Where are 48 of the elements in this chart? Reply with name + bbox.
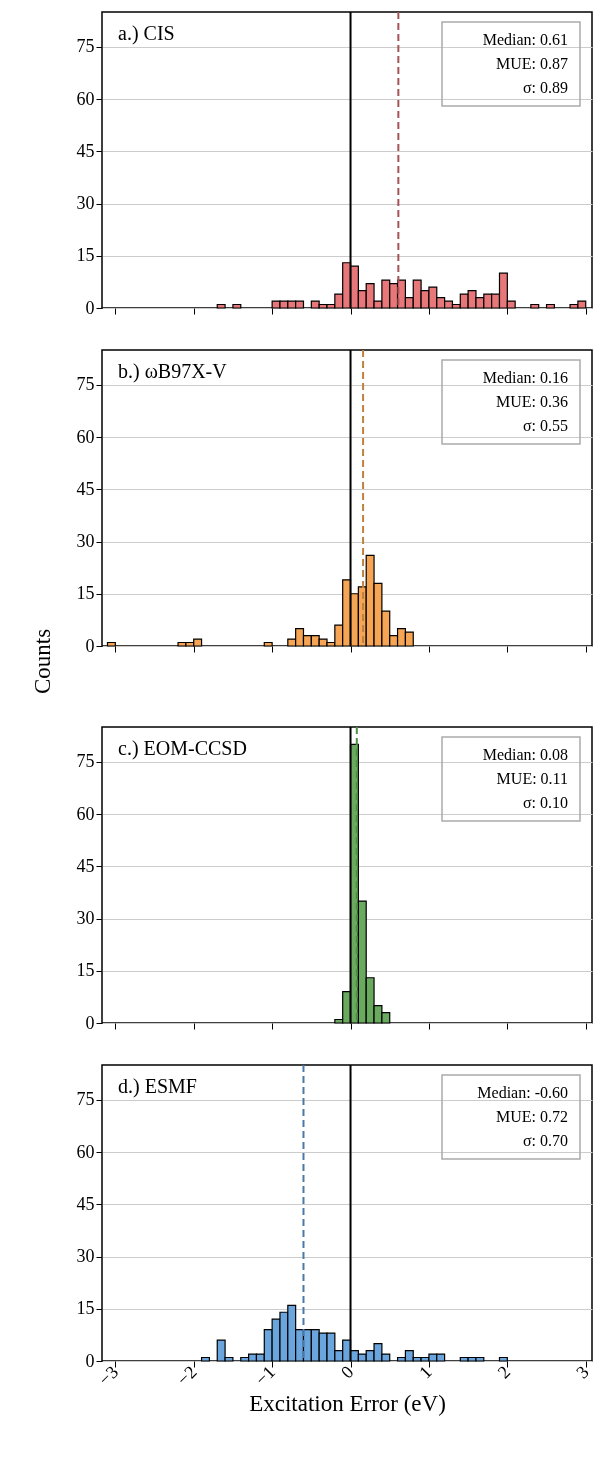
annotation: MUE: 0.11 [496, 770, 568, 787]
text: c.) EOM-CCSD [118, 737, 247, 760]
annotation: Median: 0.16 [482, 369, 568, 386]
x-tick-label: 0 [336, 1361, 358, 1383]
y-tick-label: 60 [76, 1141, 95, 1162]
x-tick-label: 1 [415, 1361, 436, 1383]
y-tick-label: 45 [76, 855, 95, 876]
y-tick-label: 45 [76, 140, 95, 161]
y-tick-label: 75 [76, 374, 95, 395]
x-tick-label: −1 [251, 1361, 279, 1390]
annotation: σ: 0.10 [522, 794, 568, 811]
x-tick-label: −3 [94, 1361, 123, 1390]
annotation: Median: -0.60 [477, 1084, 568, 1101]
y-tick-label: 15 [76, 1298, 95, 1319]
x-axis-title: Excitation Error (eV) [249, 1391, 446, 1417]
annotation: σ: 0.89 [522, 79, 568, 96]
y-tick-label: 15 [76, 245, 95, 266]
y-tick-label: 0 [85, 635, 95, 656]
text: b.) ωB97X-V [118, 360, 228, 383]
y-tick-label: 30 [76, 193, 95, 214]
annotation: MUE: 0.72 [496, 1108, 568, 1125]
x-tick-label: 2 [493, 1361, 515, 1383]
annotation: σ: 0.70 [522, 1132, 568, 1149]
annotation: MUE: 0.36 [496, 393, 568, 410]
y-tick-label: 60 [76, 88, 95, 109]
y-tick-label: 60 [76, 803, 95, 824]
annotation: σ: 0.55 [522, 417, 568, 434]
y-axis-title: Counts [29, 628, 55, 695]
y-tick-label: 30 [76, 908, 95, 929]
y-tick-label: 0 [85, 1012, 95, 1033]
y-tick-label: 30 [76, 531, 95, 552]
y-tick-label: 15 [76, 583, 95, 604]
y-tick-label: 30 [76, 1246, 95, 1267]
text: a.) CIS [118, 22, 175, 45]
y-tick-label: 75 [76, 1089, 95, 1110]
annotation: Median: 0.61 [482, 31, 568, 48]
y-tick-label: 0 [85, 297, 95, 318]
y-tick-label: 45 [76, 478, 95, 499]
y-tick-label: 75 [76, 751, 95, 772]
text: d.) ESMF [118, 1075, 197, 1098]
y-tick-label: 15 [76, 960, 95, 981]
y-tick-label: 75 [76, 36, 95, 57]
y-tick-label: 45 [76, 1193, 95, 1214]
x-tick-label: 3 [572, 1361, 593, 1383]
annotation: MUE: 0.87 [496, 55, 568, 72]
x-tick-label: −2 [172, 1361, 201, 1390]
y-tick-label: 60 [76, 426, 95, 447]
annotation: Median: 0.08 [482, 746, 568, 763]
